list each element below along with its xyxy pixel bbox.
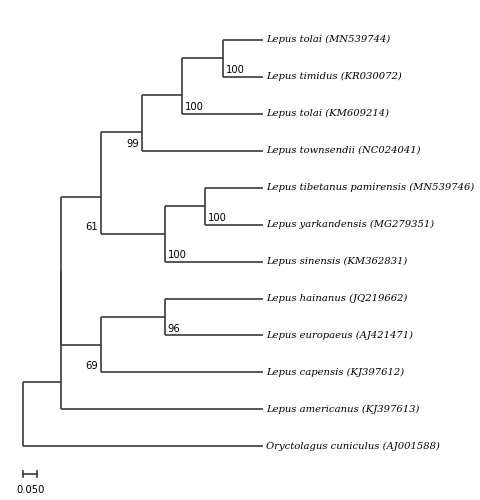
Text: Lepus hainanus (JQ219662): Lepus hainanus (JQ219662) — [266, 294, 408, 303]
Text: 100: 100 — [185, 102, 204, 112]
Text: Lepus yarkandensis (MG279351): Lepus yarkandensis (MG279351) — [266, 220, 434, 229]
Text: 100: 100 — [168, 250, 187, 260]
Text: Oryctolagus cuniculus (AJ001588): Oryctolagus cuniculus (AJ001588) — [266, 442, 440, 451]
Text: Lepus timidus (KR030072): Lepus timidus (KR030072) — [266, 72, 402, 82]
Text: Lepus sinensis (KM362831): Lepus sinensis (KM362831) — [266, 257, 407, 266]
Text: Lepus townsendii (NC024041): Lepus townsendii (NC024041) — [266, 146, 420, 155]
Text: 0.050: 0.050 — [16, 485, 45, 495]
Text: Lepus tolai (KM609214): Lepus tolai (KM609214) — [266, 109, 389, 118]
Text: 99: 99 — [126, 139, 139, 149]
Text: Lepus tibetanus pamirensis (MN539746): Lepus tibetanus pamirensis (MN539746) — [266, 183, 474, 192]
Text: Lepus capensis (KJ397612): Lepus capensis (KJ397612) — [266, 368, 404, 377]
Text: Lepus europaeus (AJ421471): Lepus europaeus (AJ421471) — [266, 331, 413, 340]
Text: 69: 69 — [85, 360, 98, 370]
Text: 61: 61 — [85, 222, 98, 232]
Text: 100: 100 — [226, 65, 244, 75]
Text: Lepus tolai (MN539744): Lepus tolai (MN539744) — [266, 35, 390, 44]
Text: 100: 100 — [208, 212, 227, 222]
Text: Lepus americanus (KJ397613): Lepus americanus (KJ397613) — [266, 405, 420, 414]
Text: 96: 96 — [168, 324, 180, 334]
